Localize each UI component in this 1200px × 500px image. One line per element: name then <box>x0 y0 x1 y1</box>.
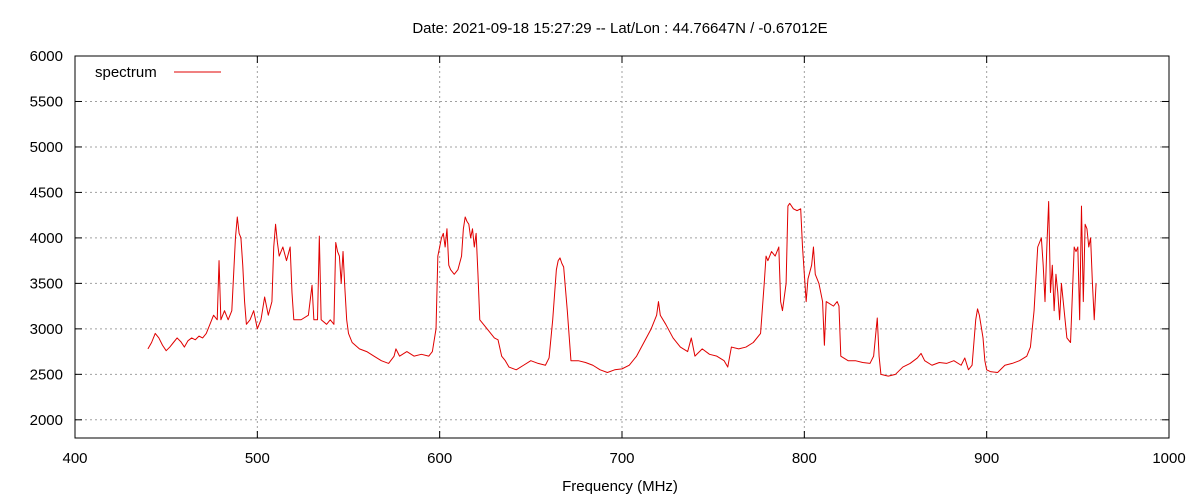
x-tick-label: 400 <box>62 450 87 467</box>
x-axis: 400 500 600 700 800 900 1000 <box>62 56 1186 467</box>
y-tick-label: 3000 <box>30 321 63 338</box>
series-line-spectrum <box>147 201 1097 377</box>
y-tick-label: 6000 <box>30 48 63 65</box>
y-tick-label: 5500 <box>30 93 63 110</box>
legend: spectrum <box>95 64 221 81</box>
y-tick-label: 5000 <box>30 139 63 156</box>
legend-label: spectrum <box>95 64 157 81</box>
y-tick-label: 4500 <box>30 184 63 201</box>
y-tick-label: 2000 <box>30 412 63 429</box>
x-tick-label: 900 <box>974 450 999 467</box>
y-axis: 2000 2500 3000 3500 4000 4500 5000 5500 6000 <box>30 48 1169 429</box>
chart-title: Date: 2021-09-18 15:27:29 -- Lat/Lon : 4… <box>412 20 827 37</box>
x-tick-label: 600 <box>427 450 452 467</box>
y-tick-label: 4000 <box>30 230 63 247</box>
series-layer <box>147 201 1097 377</box>
x-tick-label: 1000 <box>1152 450 1185 467</box>
x-axis-label: Frequency (MHz) <box>562 478 678 495</box>
x-tick-label: 800 <box>792 450 817 467</box>
y-tick-label: 2500 <box>30 366 63 383</box>
y-tick-label: 3500 <box>30 275 63 292</box>
x-tick-label: 700 <box>609 450 634 467</box>
grid <box>75 56 1169 438</box>
x-tick-label: 500 <box>245 450 270 467</box>
